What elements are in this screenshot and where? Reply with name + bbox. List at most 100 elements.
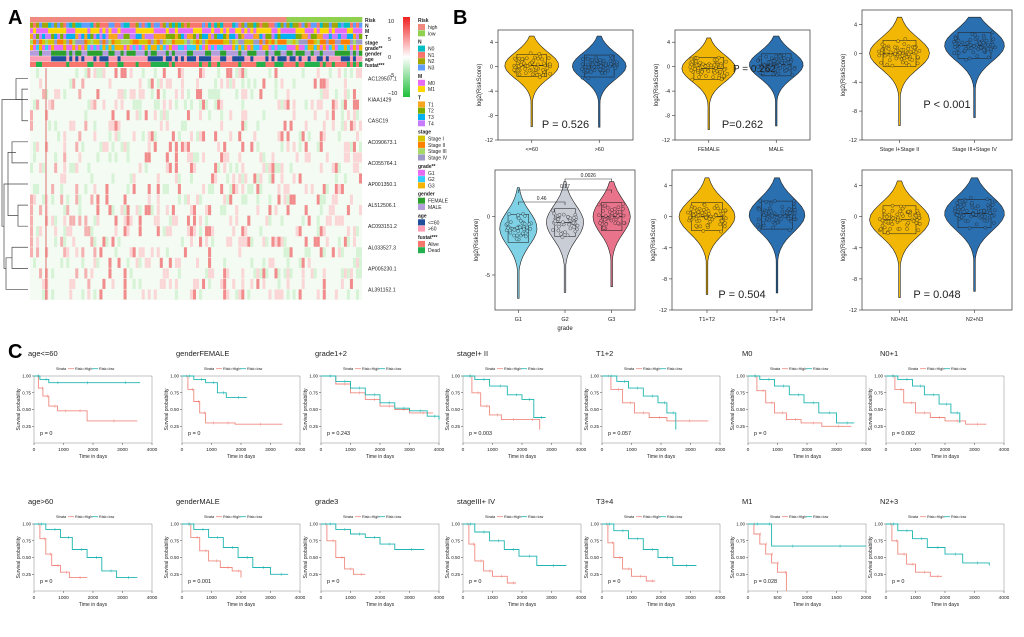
heatmap-cell bbox=[344, 173, 347, 183]
annotation-cell bbox=[81, 39, 84, 44]
annotation-cell bbox=[262, 28, 265, 33]
annotation-cell bbox=[121, 23, 124, 28]
violin-point bbox=[756, 59, 759, 62]
km-x-tick-label: 3000 bbox=[685, 595, 696, 601]
annotation-cell bbox=[163, 62, 166, 67]
heatmap-cell bbox=[238, 68, 241, 78]
annotation-cell bbox=[169, 45, 172, 50]
annotation-cell bbox=[353, 56, 356, 61]
heatmap-cell bbox=[341, 184, 344, 194]
annotation-cell bbox=[166, 23, 169, 28]
violin-point bbox=[532, 59, 535, 62]
heatmap-cell bbox=[60, 258, 63, 268]
annotation-cell bbox=[169, 23, 172, 28]
annotation-cell bbox=[250, 34, 253, 39]
annotation-cell bbox=[81, 17, 84, 22]
annotation-cell bbox=[205, 56, 208, 61]
annotation-cell bbox=[202, 23, 205, 28]
heatmap-cell bbox=[214, 173, 217, 183]
km-x-axis-label: Time in days bbox=[79, 602, 108, 608]
km-x-tick-label: 2000 bbox=[861, 595, 872, 601]
km-x-tick-label: 4000 bbox=[999, 447, 1010, 453]
heatmap-cell bbox=[96, 68, 99, 78]
heatmap-annotation-bars bbox=[30, 17, 362, 67]
violin-point bbox=[916, 62, 919, 65]
heatmap-cell bbox=[305, 121, 308, 131]
heatmap-cell bbox=[341, 279, 344, 289]
km-legend-title: Strata bbox=[770, 367, 781, 371]
heatmap-cell bbox=[166, 79, 169, 89]
heatmap-cell bbox=[281, 142, 284, 152]
annotation-cell bbox=[81, 45, 84, 50]
annotation-cell bbox=[256, 62, 259, 67]
violin-point bbox=[785, 62, 788, 65]
heatmap-cell bbox=[33, 142, 36, 152]
annotation-cell bbox=[127, 39, 130, 44]
annotation-cell bbox=[287, 51, 290, 56]
heatmap-cell bbox=[130, 68, 133, 78]
violin-point bbox=[591, 58, 594, 61]
annotation-cell bbox=[45, 39, 48, 44]
heatmap-cell bbox=[196, 258, 199, 268]
annotation-cell bbox=[208, 23, 211, 28]
y-tick-label: -8 bbox=[665, 114, 670, 120]
km-x-tick-label: 0 bbox=[747, 447, 750, 453]
annotation-cell bbox=[151, 39, 154, 44]
km-legend-high: Risk=High bbox=[927, 515, 944, 519]
km-legend-high: Risk=High bbox=[789, 515, 806, 519]
violin-point bbox=[695, 217, 698, 220]
km-plot-genderFEMALE: genderFEMALEStrata Risk=High Risk=low0.250… bbox=[164, 349, 306, 460]
annotation-cell bbox=[199, 39, 202, 44]
heatmap-cell bbox=[356, 152, 359, 162]
annotation-cell bbox=[84, 51, 87, 56]
violin-point bbox=[776, 221, 779, 224]
violin-point bbox=[586, 69, 589, 72]
violin-point bbox=[759, 56, 762, 59]
violin-point bbox=[891, 204, 894, 207]
annotation-cell bbox=[163, 17, 166, 22]
violin-point bbox=[529, 227, 532, 230]
heatmap-cell bbox=[133, 184, 136, 194]
annotation-cell bbox=[305, 17, 308, 22]
x-tick-label: N2+N3 bbox=[966, 317, 983, 323]
heatmap-cell bbox=[317, 289, 320, 299]
y-tick-label: 0 bbox=[664, 215, 667, 221]
annotation-cell bbox=[166, 34, 169, 39]
annotation-cell bbox=[241, 51, 244, 56]
y-tick-label: -8 bbox=[662, 277, 667, 283]
annotation-cell bbox=[199, 28, 202, 33]
heatmap-cell bbox=[111, 142, 114, 152]
violin-point bbox=[603, 218, 606, 221]
heatmap-cell bbox=[250, 184, 253, 194]
violin-point bbox=[699, 61, 702, 64]
heatmap-cell bbox=[220, 184, 223, 194]
km-y-tick-label: 0.25 bbox=[451, 424, 460, 429]
annotation-cell bbox=[160, 17, 163, 22]
km-curve-low bbox=[34, 524, 137, 578]
annotation-cell bbox=[154, 23, 157, 28]
heatmap-cell bbox=[299, 131, 302, 141]
violin-point bbox=[793, 67, 796, 70]
annotation-cell bbox=[223, 45, 226, 50]
annotation-cell bbox=[72, 17, 75, 22]
violin-point bbox=[788, 67, 791, 70]
annotation-cell bbox=[157, 17, 160, 22]
violin-point bbox=[522, 228, 525, 231]
km-x-tick-label: 0 bbox=[33, 595, 36, 601]
heatmap-cell bbox=[124, 89, 127, 99]
km-y-tick-label: 1.00 bbox=[309, 522, 318, 527]
legend-title: age bbox=[418, 213, 427, 219]
annotation-cell bbox=[250, 51, 253, 56]
heatmap-cell bbox=[226, 237, 229, 247]
p-value-label: P = 0.048 bbox=[913, 289, 960, 301]
color-scale-bar bbox=[403, 17, 410, 97]
km-legend-title: Strata bbox=[908, 367, 919, 371]
heatmap-cell bbox=[148, 79, 151, 89]
legend-label: G1 bbox=[428, 171, 435, 177]
x-tick-label: <=60 bbox=[525, 147, 538, 153]
km-y-tick-label: 1.00 bbox=[874, 522, 883, 527]
annotation-cell bbox=[314, 17, 317, 22]
heatmap-cell bbox=[181, 121, 184, 131]
violin-point bbox=[791, 74, 794, 77]
legend-title: gender bbox=[418, 192, 435, 198]
